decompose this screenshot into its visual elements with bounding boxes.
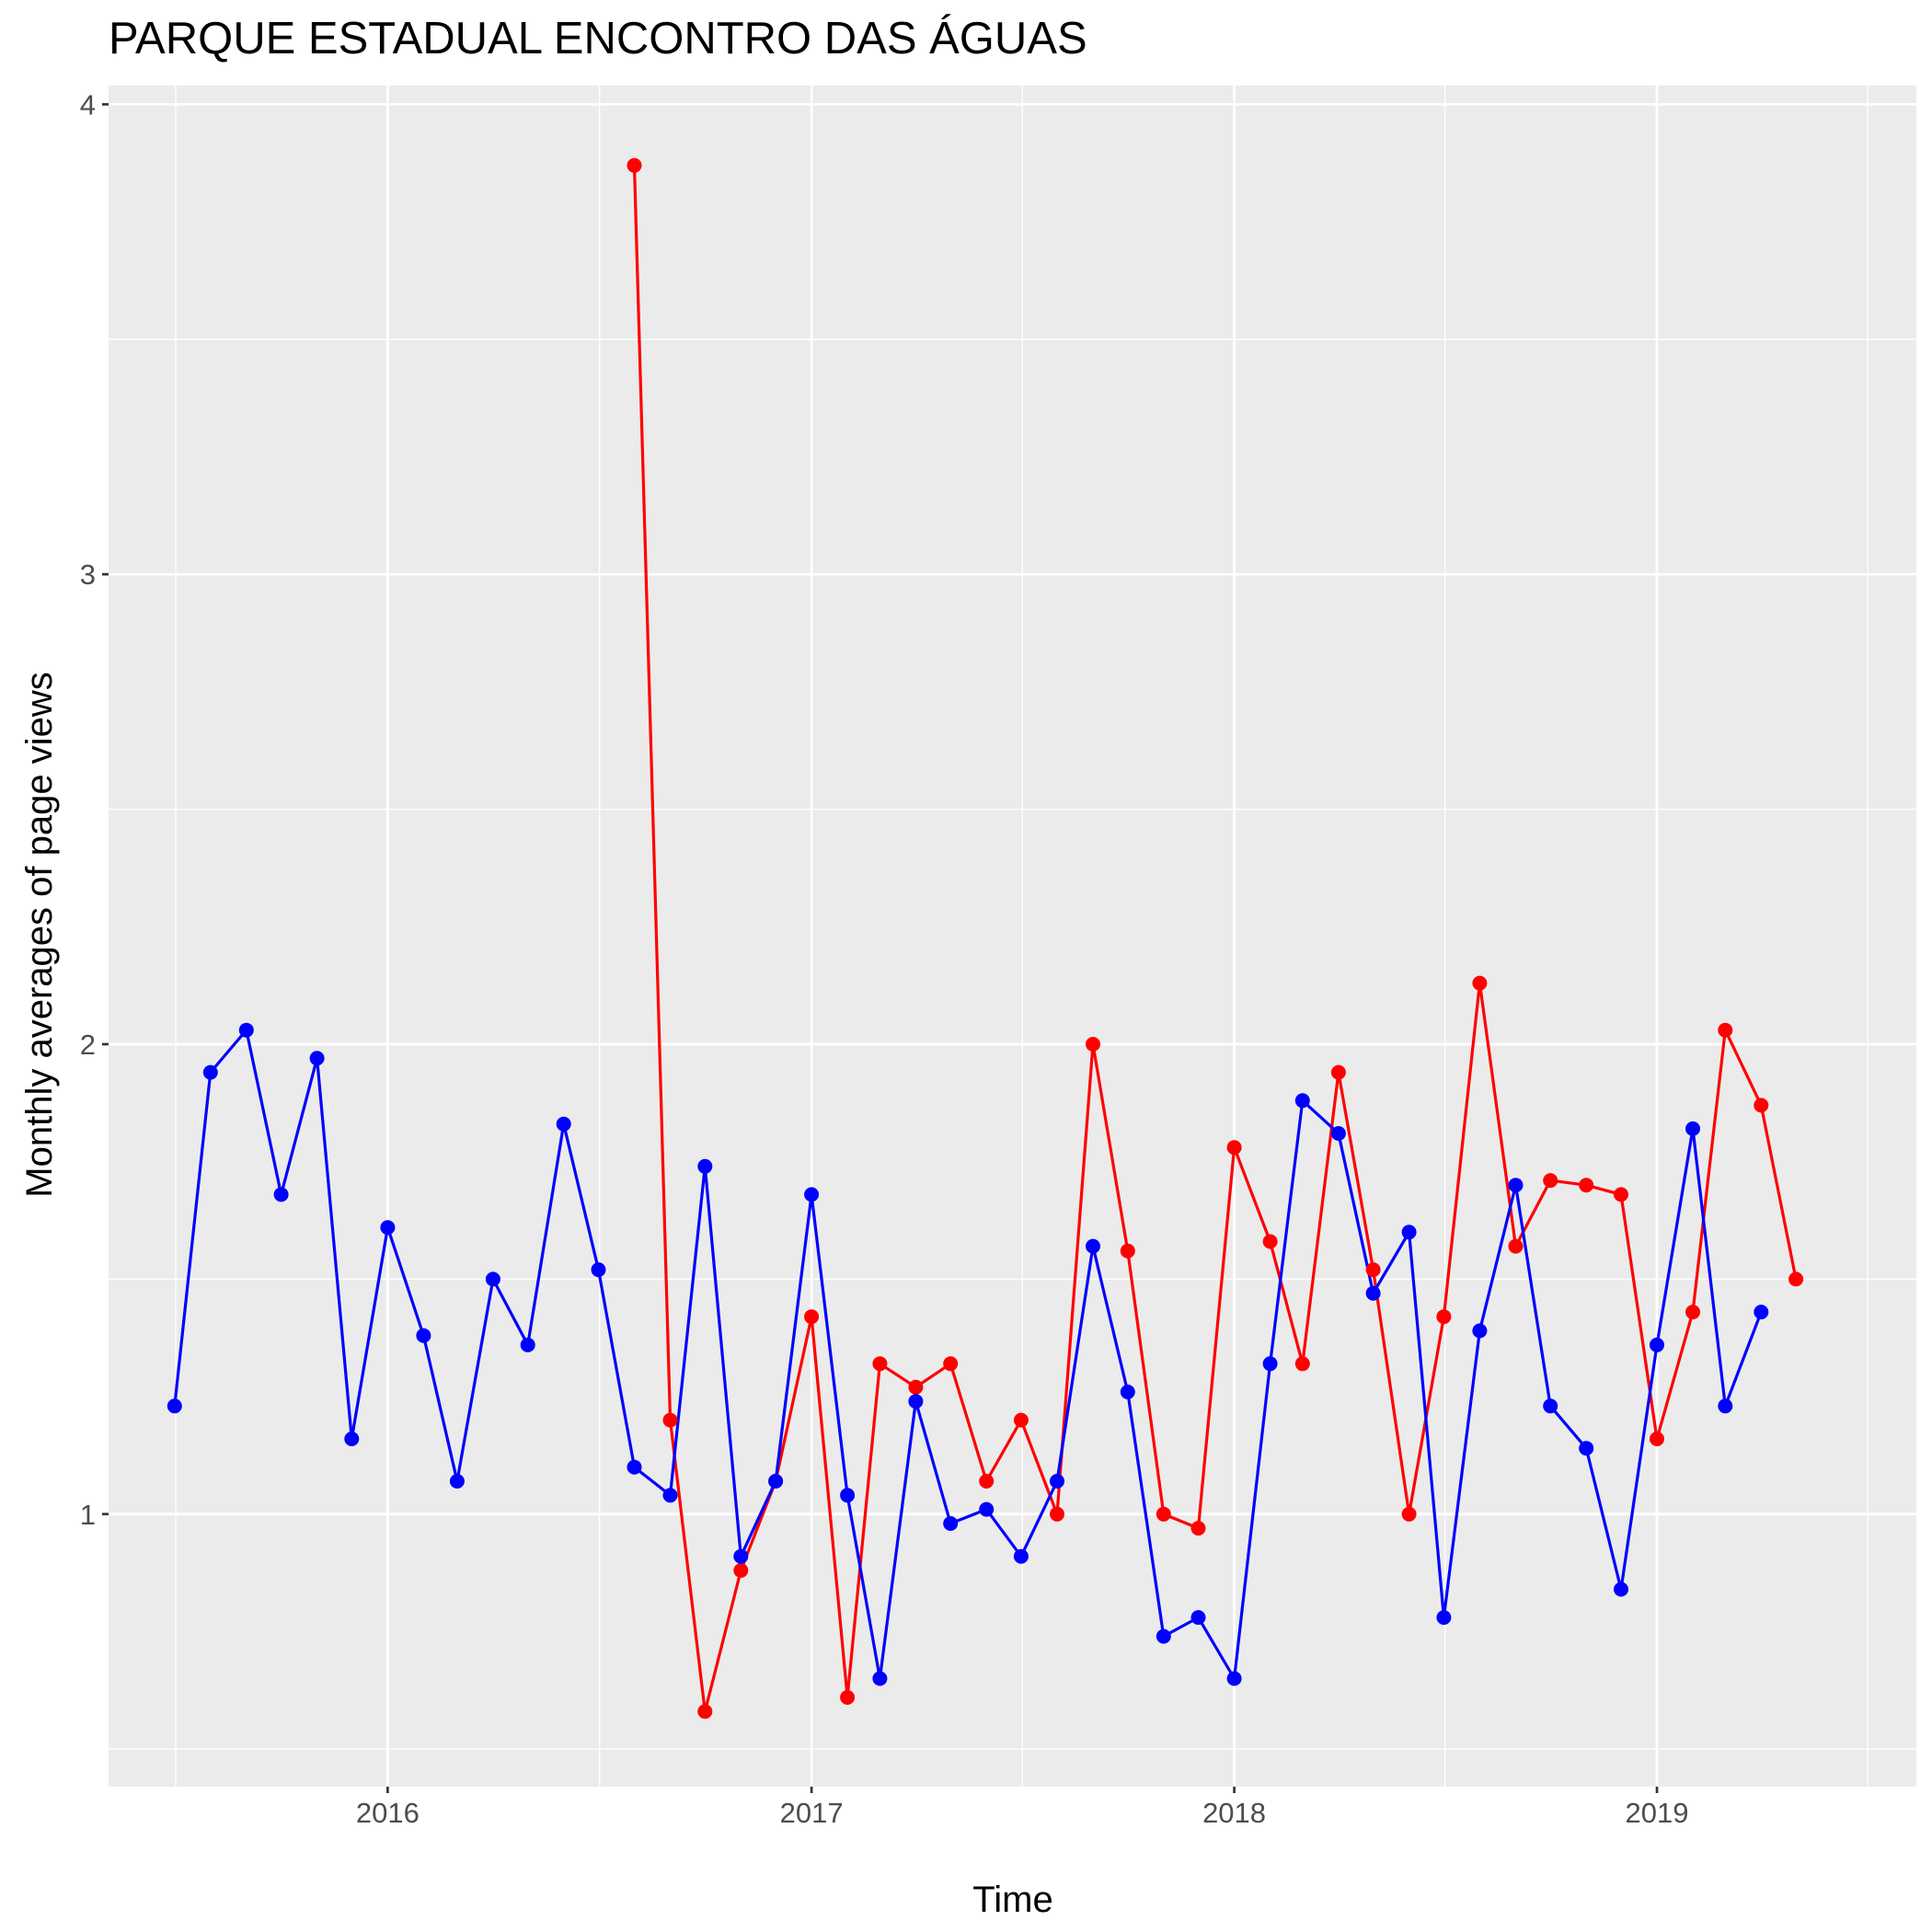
data-point-series-0 [1436, 1610, 1452, 1626]
data-point-series-0 [1401, 1225, 1417, 1240]
axes: 2016 2017 2018 2019 1 2 3 4 [80, 88, 1689, 1829]
data-point-series-0 [1579, 1441, 1594, 1456]
data-point-series-1 [1120, 1243, 1135, 1259]
data-point-series-1 [1190, 1521, 1206, 1536]
data-point-series-0 [1330, 1126, 1346, 1141]
y-tick-label: 1 [80, 1499, 96, 1531]
data-point-series-1 [1013, 1412, 1029, 1428]
data-point-series-1 [1330, 1064, 1346, 1080]
data-point-series-1 [872, 1356, 888, 1372]
data-point-series-1 [1788, 1271, 1804, 1287]
data-point-series-0 [1365, 1285, 1381, 1301]
data-point-series-1 [1436, 1309, 1452, 1325]
y-tick-label: 2 [80, 1029, 96, 1061]
data-point-series-0 [768, 1474, 784, 1489]
data-point-series-1 [1294, 1356, 1310, 1372]
data-point-series-1 [1650, 1432, 1664, 1446]
data-point-series-0 [1294, 1093, 1310, 1109]
data-point-series-0 [1226, 1671, 1242, 1686]
data-point-series-0 [804, 1187, 820, 1202]
data-point-series-0 [1086, 1238, 1100, 1254]
plot-panel [109, 86, 1916, 1787]
data-point-series-0 [627, 1459, 642, 1475]
data-point-series-0 [1754, 1305, 1769, 1320]
data-point-series-1 [1226, 1140, 1242, 1156]
series-lines [173, 165, 1798, 1713]
data-point-series-0 [1190, 1610, 1206, 1626]
data-point-series-1 [662, 1412, 678, 1428]
data-point-series-1 [1718, 1022, 1733, 1038]
grid-lines [109, 86, 1916, 1787]
data-point-series-0 [309, 1051, 325, 1066]
data-point-series-0 [662, 1488, 678, 1503]
data-point-series-0 [943, 1516, 959, 1531]
chart-title: PARQUE ESTADUAL ENCONTRO DAS ÁGUAS [109, 14, 1087, 63]
data-point-series-0 [697, 1158, 713, 1174]
data-point-series-0 [591, 1262, 606, 1278]
data-point-series-0 [1543, 1398, 1558, 1414]
data-point-series-0 [1013, 1548, 1029, 1564]
series-points [167, 157, 1804, 1719]
data-point-series-0 [872, 1671, 888, 1686]
x-tick-label: 2018 [1202, 1797, 1266, 1829]
series-line-0 [173, 1029, 1763, 1681]
data-point-series-1 [1508, 1238, 1524, 1254]
data-point-series-0 [380, 1220, 396, 1236]
data-point-series-0 [416, 1328, 431, 1343]
data-point-series-1 [627, 157, 642, 173]
data-point-series-1 [908, 1379, 924, 1395]
data-point-series-0 [238, 1022, 254, 1038]
data-point-series-1 [1401, 1506, 1417, 1522]
data-point-series-1 [697, 1704, 713, 1719]
data-point-series-0 [167, 1398, 182, 1414]
data-point-series-0 [1685, 1121, 1700, 1136]
data-point-series-0 [1120, 1385, 1135, 1399]
y-tick-label: 4 [80, 88, 96, 121]
data-point-series-1 [1685, 1305, 1700, 1320]
data-point-series-0 [1262, 1356, 1278, 1372]
data-point-series-0 [1472, 1323, 1488, 1339]
data-point-series-0 [520, 1337, 535, 1352]
data-point-series-1 [943, 1356, 959, 1372]
data-point-series-1 [840, 1690, 856, 1705]
x-tick-label: 2019 [1626, 1797, 1689, 1829]
x-tick-label: 2016 [356, 1797, 420, 1829]
data-point-series-0 [908, 1394, 924, 1409]
data-point-series-1 [1086, 1037, 1100, 1052]
data-point-series-0 [1614, 1581, 1628, 1597]
data-point-series-0 [1508, 1178, 1524, 1193]
data-point-series-0 [840, 1488, 856, 1503]
data-point-series-1 [1579, 1178, 1594, 1193]
series-line-1 [632, 165, 1798, 1713]
data-point-series-1 [733, 1563, 749, 1578]
data-point-series-1 [1754, 1098, 1769, 1113]
data-point-series-0 [449, 1474, 465, 1489]
data-point-series-1 [1472, 975, 1488, 991]
data-point-series-0 [1718, 1398, 1733, 1414]
data-point-series-1 [1365, 1262, 1381, 1278]
data-point-series-0 [485, 1271, 500, 1287]
data-point-series-0 [556, 1116, 571, 1132]
data-point-series-0 [1156, 1628, 1171, 1644]
data-point-series-0 [344, 1432, 360, 1446]
data-point-series-1 [1050, 1506, 1064, 1522]
data-point-series-0 [733, 1548, 749, 1564]
y-tick-label: 3 [80, 558, 96, 591]
data-point-series-0 [202, 1064, 218, 1080]
data-point-series-1 [1262, 1234, 1278, 1249]
y-axis-label: Monthly averages of page views [19, 672, 60, 1197]
data-point-series-1 [1543, 1173, 1558, 1189]
data-point-series-0 [1050, 1474, 1064, 1489]
data-point-series-0 [273, 1187, 289, 1202]
data-point-series-1 [1156, 1506, 1171, 1522]
x-tick-label: 2017 [780, 1797, 844, 1829]
data-point-series-0 [979, 1501, 995, 1517]
x-axis-label: Time [972, 1880, 1052, 1920]
data-point-series-1 [979, 1474, 995, 1489]
data-point-series-0 [1650, 1337, 1664, 1352]
data-point-series-1 [1614, 1187, 1628, 1202]
data-point-series-1 [804, 1309, 820, 1325]
